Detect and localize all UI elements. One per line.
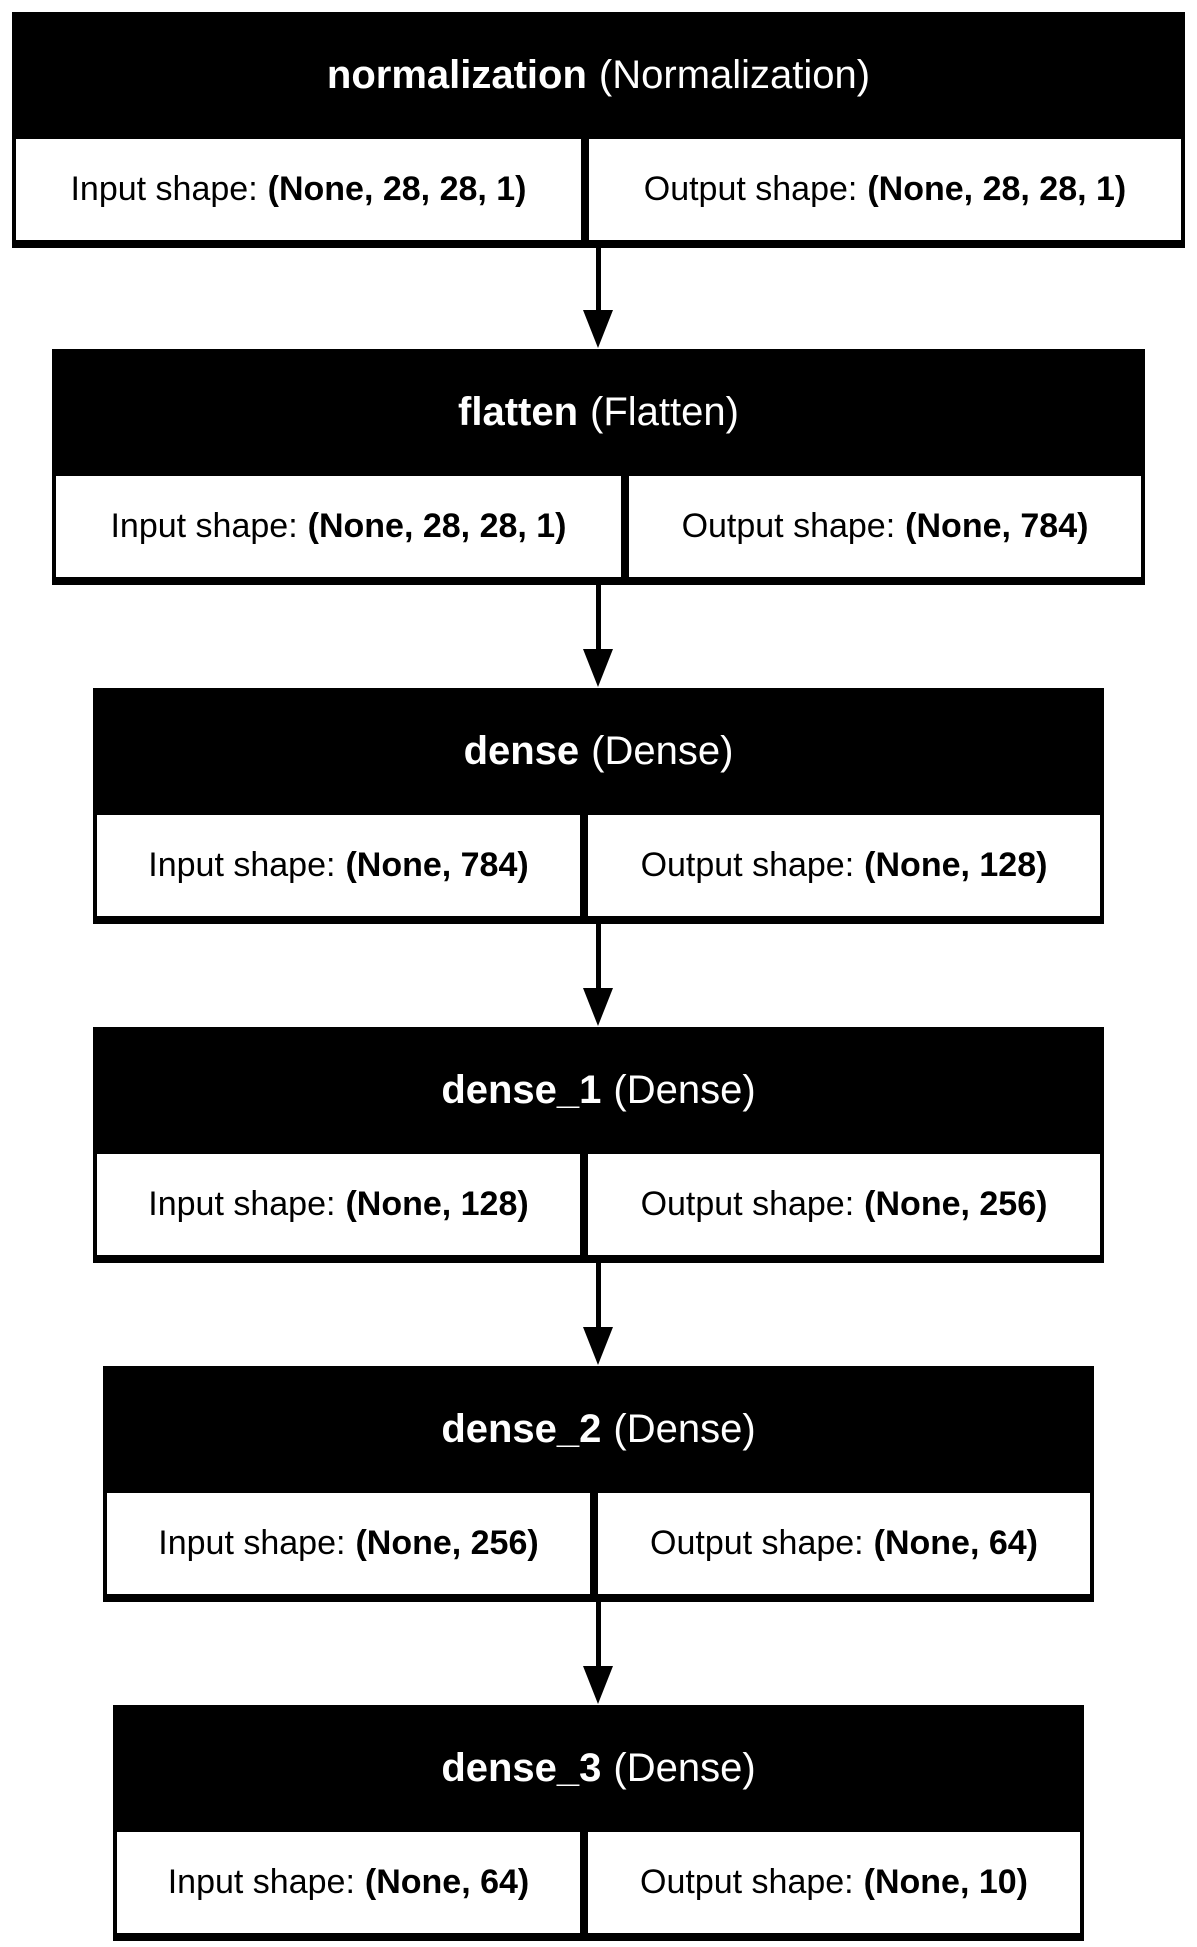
input-shape-value: (None, 28, 28, 1) [307,507,567,545]
output-shape-label: Output shape: [640,1185,855,1223]
arrow-line [596,1602,601,1666]
input-shape-value: (None, 256) [355,1524,539,1562]
layer-header: dense_3 (Dense) [117,1709,1080,1828]
layer-class: (Normalization) [598,53,871,97]
layer-box-dense-2: dense_2 (Dense) Input shape: (None, 256)… [103,1366,1094,1602]
input-shape-label: Input shape: [167,1863,355,1901]
input-shape-value: (None, 64) [364,1863,530,1901]
arrow-head-icon [583,1327,613,1365]
layer-class: (Dense) [613,1746,756,1790]
input-shape-label: Input shape: [70,170,258,208]
output-shape-cell: Output shape: (None, 10) [588,1832,1080,1933]
layer-class: (Dense) [613,1407,756,1451]
arrow-line [596,248,601,310]
output-shape-cell: Output shape: (None, 128) [588,815,1100,916]
layer-box-dense: dense (Dense) Input shape: (None, 784) O… [93,688,1104,924]
input-shape-cell: Input shape: (None, 256) [107,1493,590,1594]
output-shape-value: (None, 28, 28, 1) [867,170,1127,208]
layer-box-dense-1: dense_1 (Dense) Input shape: (None, 128)… [93,1027,1104,1263]
input-shape-cell: Input shape: (None, 128) [97,1154,580,1255]
output-shape-value: (None, 64) [873,1524,1038,1562]
output-shape-value: (None, 128) [864,846,1048,884]
arrow-line [596,585,601,649]
arrow-line [596,1263,601,1327]
input-shape-label: Input shape: [158,1524,346,1562]
input-shape-label: Input shape: [148,846,336,884]
layer-name: dense_1 [441,1068,602,1112]
layer-header: dense (Dense) [97,692,1100,811]
arrow-line [596,924,601,988]
layer-name: dense [463,729,580,773]
output-shape-label: Output shape: [650,1524,864,1562]
input-shape-label: Input shape: [110,507,298,545]
input-shape-cell: Input shape: (None, 28, 28, 1) [16,139,581,240]
layer-name: flatten [458,390,579,434]
input-shape-cell: Input shape: (None, 28, 28, 1) [56,476,621,577]
output-shape-cell: Output shape: (None, 784) [629,476,1141,577]
output-shape-value: (None, 10) [863,1863,1028,1901]
output-shape-label: Output shape: [643,170,858,208]
layer-name: dense_2 [441,1407,602,1451]
layer-name: dense_3 [441,1746,602,1790]
input-shape-label: Input shape: [148,1185,336,1223]
layer-box-normalization: normalization (Normalization) Input shap… [12,12,1185,248]
layer-header: dense_2 (Dense) [107,1370,1090,1489]
output-shape-label: Output shape: [640,1863,854,1901]
layer-class: (Flatten) [590,390,739,434]
arrow-head-icon [583,988,613,1026]
output-shape-cell: Output shape: (None, 64) [598,1493,1090,1594]
output-shape-value: (None, 784) [905,507,1089,545]
layer-box-dense-3: dense_3 (Dense) Input shape: (None, 64) … [113,1705,1084,1941]
layer-box-flatten: flatten (Flatten) Input shape: (None, 28… [52,349,1145,585]
layer-class: (Dense) [591,729,734,773]
output-shape-label: Output shape: [681,507,896,545]
input-shape-value: (None, 128) [345,1185,529,1223]
arrow-head-icon [583,649,613,687]
layer-class: (Dense) [613,1068,756,1112]
arrow-head-icon [583,310,613,348]
layer-name: normalization [326,53,587,97]
layer-header: flatten (Flatten) [56,353,1141,472]
layer-header: normalization (Normalization) [16,16,1181,135]
output-shape-cell: Output shape: (None, 256) [588,1154,1100,1255]
output-shape-cell: Output shape: (None, 28, 28, 1) [589,139,1181,240]
input-shape-cell: Input shape: (None, 784) [97,815,580,916]
arrow-head-icon [583,1666,613,1704]
output-shape-value: (None, 256) [864,1185,1048,1223]
layer-header: dense_1 (Dense) [97,1031,1100,1150]
input-shape-value: (None, 784) [345,846,529,884]
input-shape-cell: Input shape: (None, 64) [117,1832,580,1933]
input-shape-value: (None, 28, 28, 1) [267,170,527,208]
output-shape-label: Output shape: [640,846,855,884]
